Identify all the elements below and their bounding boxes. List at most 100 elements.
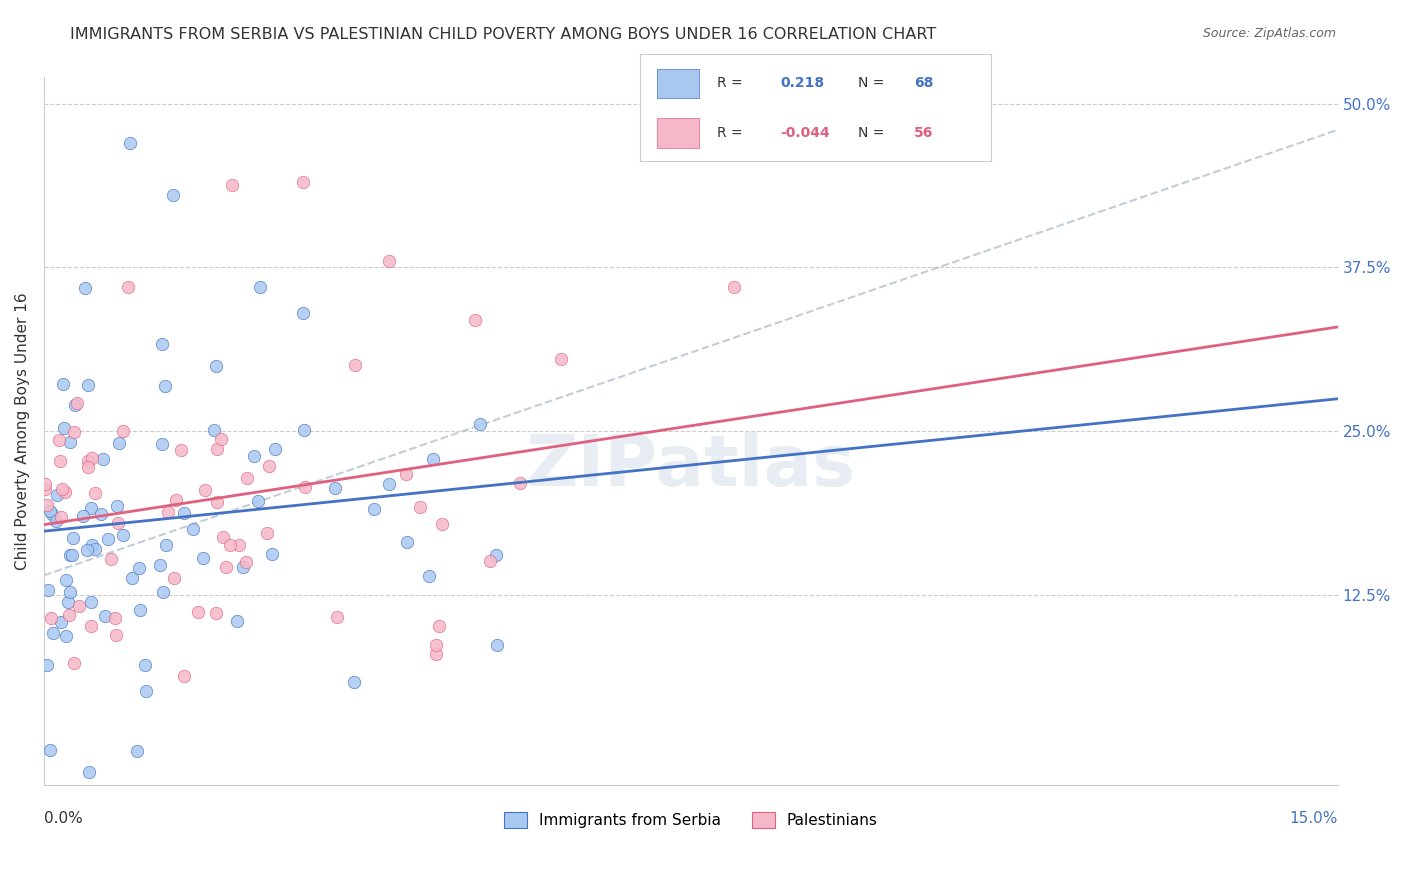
Point	[326, 609, 349, 624]
Point	[104, 611, 127, 625]
Point	[228, 538, 250, 552]
Point	[485, 548, 508, 562]
Text: ZIPatlas: ZIPatlas	[526, 432, 856, 501]
Text: Source: ZipAtlas.com: Source: ZipAtlas.com	[1202, 27, 1336, 40]
Point	[181, 522, 204, 536]
Point	[104, 628, 127, 642]
Point	[93, 609, 115, 624]
Point	[128, 560, 150, 574]
Point	[205, 442, 228, 457]
Point	[108, 435, 131, 450]
Point	[205, 495, 228, 509]
Point	[80, 501, 103, 516]
Point	[292, 423, 315, 437]
Point	[162, 188, 184, 202]
Point	[422, 452, 444, 467]
Point	[39, 611, 62, 625]
Point	[219, 538, 242, 552]
Point	[418, 569, 440, 583]
Point	[51, 482, 73, 496]
Point	[395, 467, 418, 482]
Point	[59, 435, 82, 450]
Point	[76, 543, 98, 558]
FancyBboxPatch shape	[658, 69, 700, 98]
Point	[69, 599, 91, 613]
Point	[165, 492, 187, 507]
Point	[34, 482, 56, 496]
Point	[100, 552, 122, 566]
Point	[72, 508, 94, 523]
Point	[173, 669, 195, 683]
Point	[90, 507, 112, 521]
Point	[430, 517, 453, 532]
Point	[468, 417, 491, 432]
Point	[134, 658, 156, 673]
Point	[127, 744, 149, 758]
Point	[226, 614, 249, 628]
Point	[150, 336, 173, 351]
Point	[427, 619, 450, 633]
Text: 68: 68	[914, 77, 934, 90]
Point	[63, 656, 86, 670]
Text: N =: N =	[858, 126, 884, 140]
Point	[211, 530, 233, 544]
Point	[53, 485, 76, 500]
Point	[35, 498, 58, 512]
Point	[63, 425, 86, 440]
Point	[46, 487, 69, 501]
Text: 0.0%: 0.0%	[44, 812, 83, 826]
Point	[163, 571, 186, 585]
Text: 0.218: 0.218	[780, 77, 824, 90]
Point	[264, 442, 287, 456]
Point	[242, 450, 264, 464]
Point	[60, 548, 83, 562]
Point	[80, 619, 103, 633]
Point	[409, 500, 432, 514]
Point	[291, 306, 314, 320]
Point	[221, 178, 243, 192]
Point	[38, 743, 60, 757]
Point	[39, 504, 62, 518]
Point	[77, 378, 100, 392]
Point	[291, 175, 314, 189]
Point	[236, 471, 259, 485]
Point	[173, 506, 195, 520]
Point	[59, 548, 82, 562]
Point	[77, 453, 100, 467]
Point	[152, 584, 174, 599]
Point	[187, 606, 209, 620]
Point	[256, 526, 278, 541]
Point	[294, 480, 316, 494]
Point	[323, 481, 346, 495]
Point	[215, 559, 238, 574]
Point	[155, 538, 177, 552]
Text: R =: R =	[717, 126, 742, 140]
Point	[205, 359, 228, 373]
Point	[48, 433, 70, 447]
Point	[486, 638, 509, 652]
Point	[156, 505, 179, 519]
Point	[41, 626, 63, 640]
Point	[52, 421, 75, 435]
Point	[509, 476, 531, 491]
Point	[41, 507, 63, 521]
Point	[58, 607, 80, 622]
Point	[262, 547, 284, 561]
Point	[170, 442, 193, 457]
Point	[73, 281, 96, 295]
Point	[120, 136, 142, 150]
Point	[117, 280, 139, 294]
Point	[84, 486, 107, 500]
Point	[723, 280, 745, 294]
Point	[235, 556, 257, 570]
Point	[205, 606, 228, 620]
Point	[49, 615, 72, 629]
Point	[45, 515, 67, 529]
Text: -0.044: -0.044	[780, 126, 830, 140]
Point	[37, 582, 59, 597]
Point	[363, 502, 385, 516]
Point	[66, 396, 89, 410]
Point	[378, 476, 401, 491]
Point	[111, 424, 134, 438]
Point	[63, 398, 86, 412]
